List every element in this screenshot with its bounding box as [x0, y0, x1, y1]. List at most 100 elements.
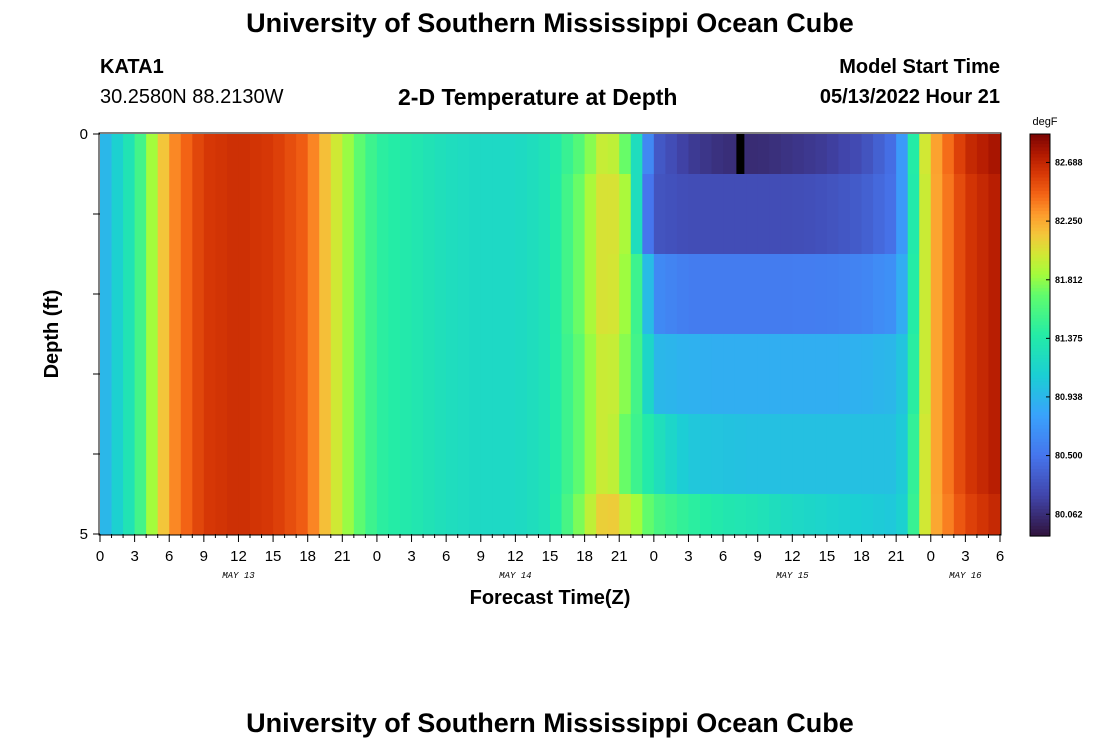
heatmap-cell	[838, 134, 851, 175]
heatmap-cell	[250, 254, 263, 335]
colorbar-segment	[1030, 234, 1050, 239]
x-tick-label: 15	[542, 548, 559, 565]
heatmap-cell	[261, 174, 274, 255]
heatmap-cell	[434, 254, 447, 335]
heatmap-cell	[446, 254, 459, 335]
colorbar-segment	[1030, 204, 1050, 209]
heatmap-cell	[296, 414, 309, 495]
heatmap-cell	[180, 134, 193, 175]
heatmap-cell	[146, 414, 159, 495]
heatmap-cell	[492, 334, 505, 415]
heatmap-cell	[665, 414, 678, 495]
heatmap-cell	[480, 134, 493, 175]
heatmap-cell	[400, 254, 413, 335]
colorbar-segment	[1030, 217, 1050, 222]
heatmap-cell	[434, 134, 447, 175]
heatmap-cell	[769, 414, 782, 495]
heatmap-cell	[123, 414, 136, 495]
x-tick-label: 9	[200, 548, 208, 565]
heatmap-cell	[526, 494, 540, 535]
heatmap-cell	[192, 494, 205, 535]
heatmap-cell	[446, 414, 459, 495]
heatmap-cell	[826, 134, 840, 175]
heatmap-cell	[907, 134, 920, 175]
station-coordinates: 30.2580N 88.2130W	[100, 86, 284, 108]
colorbar-segment	[1030, 335, 1050, 339]
heatmap-cell	[342, 134, 355, 175]
heatmap-cell	[273, 254, 286, 335]
heatmap-cell	[665, 134, 678, 175]
heatmap-cell	[123, 134, 136, 175]
colorbar-segment	[1030, 247, 1050, 252]
heatmap-cell	[100, 334, 113, 415]
heatmap-cell	[411, 414, 424, 495]
heatmap-cell	[930, 254, 943, 335]
heatmap-cell	[988, 254, 1001, 335]
heatmap-cell	[180, 174, 193, 255]
heatmap-cell	[688, 494, 701, 535]
heatmap-cell	[688, 414, 701, 495]
heatmap-cell	[988, 414, 1001, 495]
heatmap-cell	[307, 414, 320, 495]
heatmap-cell	[100, 414, 113, 495]
heatmap-cell	[134, 414, 147, 495]
colorbar-segment	[1030, 378, 1050, 383]
colorbar-segment	[1030, 294, 1050, 299]
heatmap-cell	[561, 494, 574, 535]
x-tick-label: 12	[507, 548, 524, 565]
colorbar-segment	[1030, 412, 1050, 416]
heatmap-cell	[803, 334, 816, 415]
heatmap-cell	[319, 414, 332, 495]
heatmap-cell	[619, 254, 632, 335]
colorbar-segment	[1030, 442, 1050, 447]
heatmap-cell	[284, 174, 297, 255]
heatmap-cell	[711, 174, 724, 255]
colorbar-segment	[1030, 438, 1050, 443]
heatmap-cell	[503, 494, 516, 535]
colorbar-segment	[1030, 241, 1050, 246]
x-tick-label: 12	[230, 548, 247, 565]
heatmap-cell	[596, 174, 609, 255]
colorbar-segment	[1030, 448, 1050, 453]
colorbar-segment	[1030, 402, 1050, 406]
colorbar-segment	[1030, 134, 1050, 138]
heatmap-cell	[561, 414, 574, 495]
colorbar-segment	[1030, 190, 1050, 195]
heatmap-cell	[850, 134, 863, 175]
heatmap-cell	[930, 174, 943, 255]
x-tick-label: 0	[650, 548, 658, 565]
heatmap-cell	[723, 174, 736, 255]
heatmap-cell	[573, 334, 586, 415]
heatmap-cell	[850, 494, 863, 535]
heatmap-cell	[607, 494, 620, 535]
colorbar-segment	[1030, 512, 1050, 517]
heatmap-cell	[861, 334, 874, 415]
colorbar-segment	[1030, 274, 1050, 279]
heatmap-cell	[573, 494, 586, 535]
colorbar-segment	[1030, 164, 1050, 169]
colorbar-segment	[1030, 462, 1050, 467]
heatmap-cell	[261, 334, 274, 415]
colorbar-segment	[1030, 184, 1050, 189]
heatmap-cell	[884, 254, 897, 335]
heatmap-cell	[423, 494, 436, 535]
heatmap-cell	[746, 134, 759, 175]
colorbar-segment	[1030, 318, 1050, 323]
heatmap-cell	[965, 134, 978, 175]
heatmap-cell	[169, 414, 182, 495]
heatmap-cell	[930, 134, 943, 175]
colorbar-tick-label: 80.062	[1055, 509, 1083, 519]
heatmap-cell	[296, 334, 309, 415]
heatmap-cell	[723, 254, 736, 335]
heatmap-cell	[203, 414, 216, 495]
heatmap-cell	[838, 174, 851, 255]
heatmap-cell	[746, 414, 759, 495]
heatmap-cell	[896, 494, 909, 535]
colorbar-segment	[1030, 355, 1050, 360]
heatmap-cell	[550, 414, 563, 495]
colorbar-segment	[1030, 170, 1050, 175]
heatmap-cell	[942, 414, 955, 495]
chart-subtitle: 2-D Temperature at Depth	[398, 84, 678, 110]
colorbar-segment	[1030, 345, 1050, 349]
heatmap-cell	[676, 174, 690, 255]
